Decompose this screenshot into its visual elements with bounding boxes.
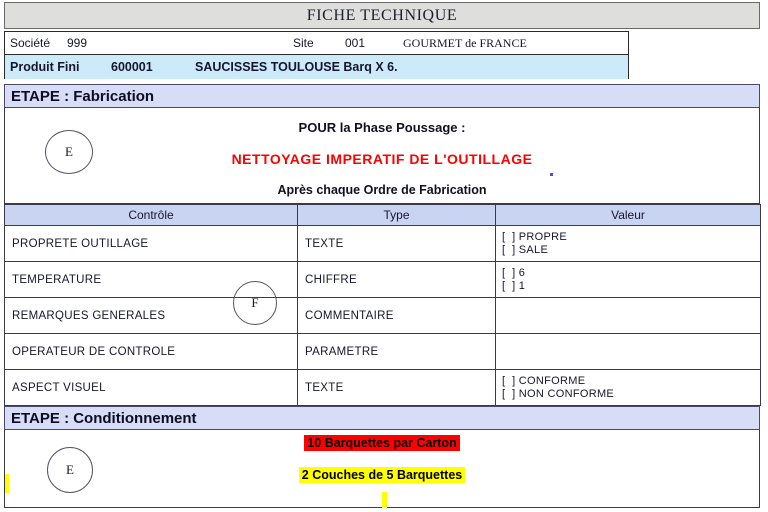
yellow-mark-left xyxy=(5,474,9,493)
etape-fabrication-label: ETAPE : Fabrication xyxy=(11,87,155,105)
etape-conditionnement-label: ETAPE : Conditionnement xyxy=(11,409,197,427)
cell-type: COMMENTAIRE xyxy=(297,297,496,334)
identification-block: Société 999 Site 001 GOURMET de FRANCE P… xyxy=(4,31,629,79)
cell-type: PARAMETRE xyxy=(297,333,496,370)
column-header-valeur: Valeur xyxy=(495,204,761,226)
table-row: ASPECT VISUEL TEXTE [ ] CONFORME [ ] NON… xyxy=(4,369,761,406)
valeur-option[interactable]: [ ] SALE xyxy=(502,243,549,256)
produit-fini-designation: SAUCISSES TOULOUSE Barq X 6. xyxy=(195,60,398,74)
couches-barquettes-text: 2 Couches de 5 Barquettes xyxy=(298,467,466,483)
produit-fini-row: Produit Fini 600001 SAUCISSES TOULOUSE B… xyxy=(5,55,628,79)
cell-valeur: [ ] CONFORME [ ] NON CONFORME xyxy=(495,369,761,406)
valeur-option[interactable]: [ ] 6 xyxy=(502,266,526,279)
societe-value: 999 xyxy=(67,36,88,50)
yellow-mark-bottom xyxy=(382,492,387,508)
annotation-circle-e-conditionnement: E xyxy=(47,447,93,493)
table-row: PROPRETE OUTILLAGE TEXTE [ ] PROPRE [ ] … xyxy=(4,225,761,262)
societe-row: Société 999 Site 001 GOURMET de FRANCE xyxy=(5,32,628,55)
table-row: OPERATEUR DE CONTROLE PARAMETRE xyxy=(4,333,761,370)
valeur-option[interactable]: [ ] PROPRE xyxy=(502,230,568,243)
site-name: GOURMET de FRANCE xyxy=(403,35,527,50)
site-value: 001 xyxy=(345,36,366,50)
cell-valeur[interactable] xyxy=(495,333,761,370)
highlight-yellow-line: 2 Couches de 5 Barquettes xyxy=(5,466,759,484)
barquettes-par-carton-text: 10 Barquettes par Carton xyxy=(304,435,460,451)
document-title-bar: FICHE TECHNIQUE xyxy=(4,2,760,29)
column-header-type: Type xyxy=(297,204,496,226)
societe-label: Société xyxy=(10,36,51,50)
valeur-option[interactable]: [ ] 1 xyxy=(502,279,526,292)
cell-controle: PROPRETE OUTILLAGE xyxy=(4,225,298,262)
cell-controle: OPERATEUR DE CONTROLE xyxy=(4,333,298,370)
cell-type: TEXTE xyxy=(297,225,496,262)
table-row: TEMPERATURE CHIFFRE [ ] 6 [ ] 1 xyxy=(4,261,761,298)
etape-fabrication-band: ETAPE : Fabrication xyxy=(4,84,760,108)
controls-table: Contrôle Type Valeur PROPRETE OUTILLAGE … xyxy=(4,204,761,406)
notice-phase-poussage: POUR la Phase Poussage : xyxy=(298,120,466,135)
table-header-row: Contrôle Type Valeur xyxy=(4,204,761,226)
highlight-red-line: 10 Barquettes par Carton xyxy=(5,434,759,452)
annotation-circle-e-fabrication: E xyxy=(45,130,93,174)
fabrication-notice-panel: POUR la Phase Poussage : NETTOYAGE IMPER… xyxy=(4,108,760,204)
cell-valeur: [ ] PROPRE [ ] SALE xyxy=(495,225,761,262)
cell-controle: ASPECT VISUEL xyxy=(4,369,298,406)
valeur-option[interactable]: [ ] NON CONFORME xyxy=(502,387,615,400)
etape-conditionnement-band: ETAPE : Conditionnement xyxy=(4,406,760,430)
blue-dot-mark xyxy=(550,173,553,176)
cell-type: TEXTE xyxy=(297,369,496,406)
column-header-controle: Contrôle xyxy=(4,204,298,226)
produit-fini-code: 600001 xyxy=(111,60,153,74)
page-title: FICHE TECHNIQUE xyxy=(306,6,458,24)
notice-nettoyage-imperatif: NETTOYAGE IMPERATIF DE L'OUTILLAGE xyxy=(231,151,533,167)
valeur-option[interactable]: [ ] CONFORME xyxy=(502,374,586,387)
cell-valeur[interactable] xyxy=(495,297,761,334)
site-label: Site xyxy=(293,36,314,50)
produit-fini-label: Produit Fini xyxy=(10,60,80,74)
cell-valeur: [ ] 6 [ ] 1 xyxy=(495,261,761,298)
annotation-circle-f-controls: F xyxy=(233,281,277,325)
cell-type: CHIFFRE xyxy=(297,261,496,298)
table-row: REMARQUES GENERALES COMMENTAIRE xyxy=(4,297,761,334)
notice-apres-ordre-fabrication: Après chaque Ordre de Fabrication xyxy=(277,183,487,197)
